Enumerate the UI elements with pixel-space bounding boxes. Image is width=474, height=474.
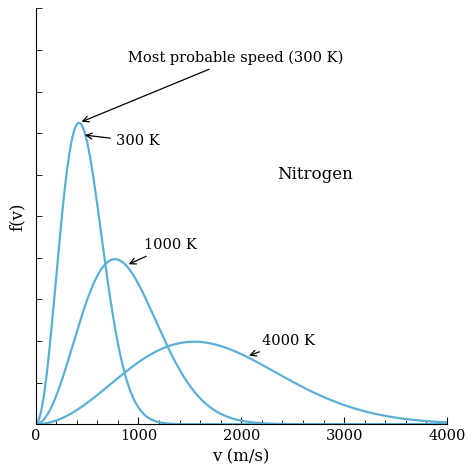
Text: Nitrogen: Nitrogen — [277, 166, 353, 183]
Text: 300 K: 300 K — [86, 133, 160, 148]
Text: 4000 K: 4000 K — [250, 334, 315, 356]
X-axis label: v (m/s): v (m/s) — [212, 449, 270, 465]
Text: 1000 K: 1000 K — [130, 238, 196, 264]
Text: Most probable speed (300 K): Most probable speed (300 K) — [83, 51, 344, 122]
Y-axis label: f(v): f(v) — [9, 202, 25, 230]
